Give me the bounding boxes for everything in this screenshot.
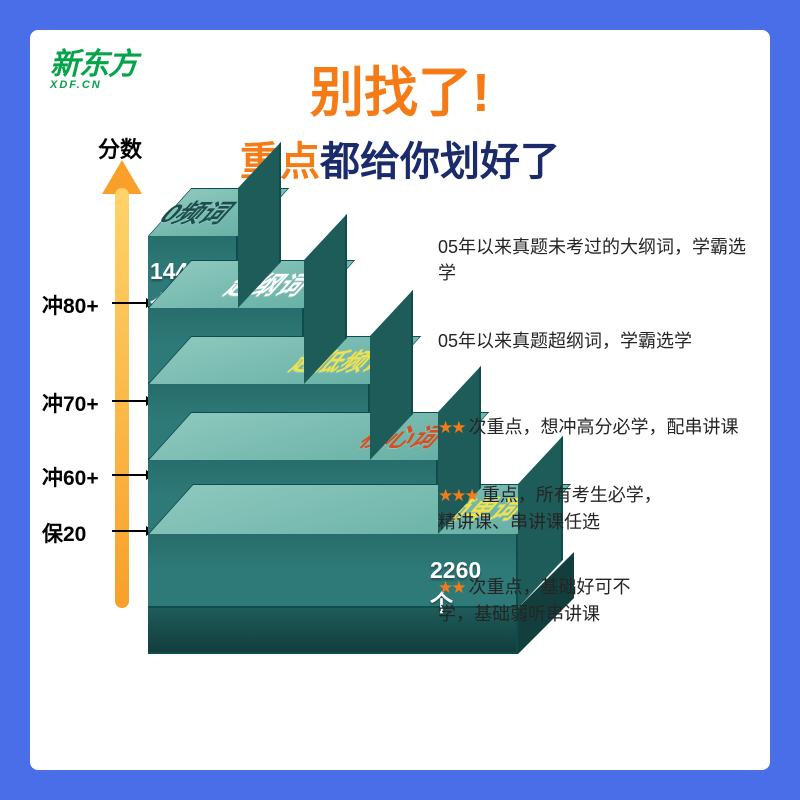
score-label: 冲60+ bbox=[42, 462, 99, 492]
arrow-stem bbox=[115, 188, 129, 608]
headline-line1: 别找了! bbox=[30, 48, 770, 127]
score-tick bbox=[112, 530, 148, 532]
score-label: 冲70+ bbox=[42, 388, 99, 418]
description: ★★★重点，所有考生必学，精讲课、串讲课任选 bbox=[438, 482, 758, 535]
star-icon: ★★ bbox=[438, 418, 464, 437]
description: 05年以来真题超纲词，学霸选学 bbox=[438, 328, 758, 354]
score-tick bbox=[112, 400, 148, 402]
description: ★★次重点，基础好可不学，基础弱听串讲课 bbox=[438, 574, 758, 627]
score-tick bbox=[112, 302, 148, 304]
description: 05年以来真题未考过的大纲词，学霸选学 bbox=[438, 234, 758, 286]
description: ★★次重点，想冲高分必学，配串讲课 bbox=[438, 414, 758, 441]
score-tick bbox=[112, 474, 148, 476]
score-label: 冲80+ bbox=[42, 290, 99, 320]
star-icon: ★★ bbox=[438, 578, 464, 597]
card: 新东方 XDF.CN 别找了! 重点都给你划好了 分数 冲80+冲70+冲60+… bbox=[30, 30, 770, 770]
star-icon: ★★★ bbox=[438, 486, 478, 505]
score-label: 保20 bbox=[42, 518, 86, 548]
headline-rest: 都给你划好了 bbox=[320, 140, 560, 184]
